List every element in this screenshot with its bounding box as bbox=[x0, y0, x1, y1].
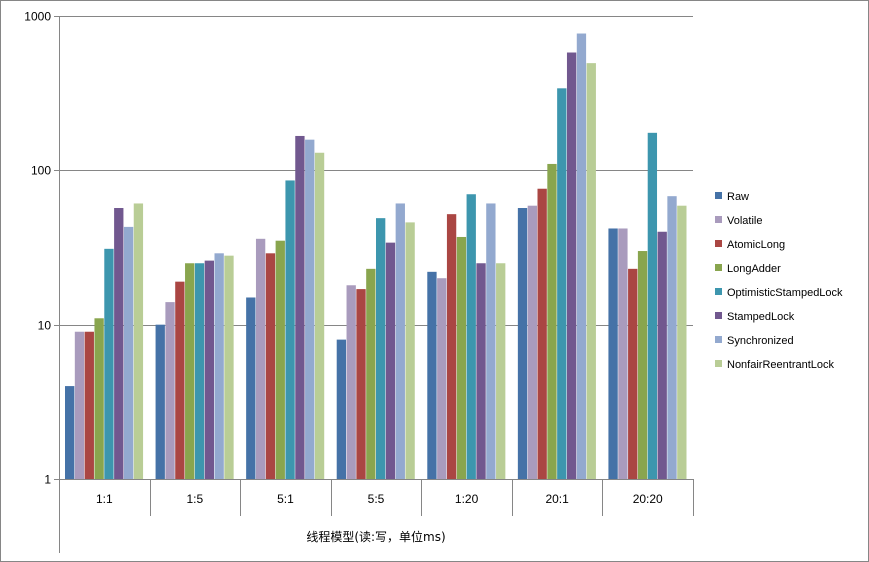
bar-stampedlock-5-5 bbox=[385, 242, 396, 479]
axes: 1 10 100 1000 1:1 1:5 5:1 5:5 1:20 20:1 20:20 bbox=[24, 10, 694, 553]
x-tick-label: 1:20 bbox=[455, 492, 479, 506]
bar-volatile-5-1 bbox=[255, 238, 266, 479]
bar-synchronized-1-20 bbox=[486, 203, 496, 479]
bar-longadder-1-20 bbox=[456, 236, 467, 479]
bar-stampedlock-1-5 bbox=[204, 260, 214, 479]
bar-volatile-1-1 bbox=[74, 331, 85, 479]
bar-volatile-1-20 bbox=[437, 278, 447, 479]
y-tick-label: 100 bbox=[31, 164, 51, 178]
y-tick-label: 1000 bbox=[24, 10, 51, 24]
bar-nonfairreentrantlock-1-5 bbox=[224, 255, 234, 479]
bar-optimisticstampedlock-1-5 bbox=[194, 263, 205, 479]
bar-synchronized-5-5 bbox=[395, 203, 405, 479]
legend-label: AtomicLong bbox=[727, 239, 785, 251]
bar-stampedlock-20-1 bbox=[566, 52, 577, 479]
bar-nonfairreentrantlock-1-20 bbox=[496, 263, 506, 479]
legend-label: LongAdder bbox=[727, 263, 781, 275]
bar-nonfairreentrantlock-20-1 bbox=[586, 63, 596, 479]
bar-optimisticstampedlock-5-5 bbox=[376, 218, 386, 479]
bar-nonfairreentrantlock-20-20 bbox=[677, 205, 687, 479]
legend-swatch bbox=[715, 288, 722, 295]
legend-label: Volatile bbox=[727, 215, 762, 227]
x-tick-label: 20:20 bbox=[633, 492, 663, 506]
bar-stampedlock-1-20 bbox=[476, 263, 486, 479]
bar-optimisticstampedlock-5-1 bbox=[285, 180, 295, 479]
bar-synchronized-1-1 bbox=[123, 226, 134, 479]
bar-stampedlock-20-20 bbox=[657, 231, 667, 479]
y-tick-label: 10 bbox=[38, 319, 52, 333]
bar-optimisticstampedlock-20-1 bbox=[557, 88, 567, 479]
bar-raw-5-1 bbox=[246, 297, 256, 479]
legend-swatch bbox=[715, 360, 722, 367]
bar-synchronized-1-5 bbox=[214, 253, 224, 479]
bar-stampedlock-5-1 bbox=[295, 135, 305, 479]
legend-label: StampedLock bbox=[727, 311, 795, 323]
bar-synchronized-5-1 bbox=[305, 139, 315, 480]
x-axis-title: 线程模型(读:写，单位ms) bbox=[306, 529, 445, 544]
x-tick-label: 5:1 bbox=[277, 492, 294, 506]
x-tick-label: 1:1 bbox=[96, 492, 113, 506]
x-tick-label: 5:5 bbox=[368, 492, 385, 506]
bar-volatile-20-20 bbox=[618, 228, 628, 479]
bar-raw-1-20 bbox=[427, 271, 437, 479]
bar-atomiclong-1-1 bbox=[84, 331, 94, 479]
bar-raw-5-5 bbox=[336, 339, 347, 479]
bar-nonfairreentrantlock-1-1 bbox=[133, 203, 144, 479]
legend-label: Raw bbox=[727, 191, 749, 203]
bar-atomiclong-5-1 bbox=[265, 253, 276, 479]
x-tick-label: 20:1 bbox=[545, 492, 569, 506]
legend-label: OptimisticStampedLock bbox=[727, 287, 843, 299]
bar-volatile-1-5 bbox=[165, 302, 175, 479]
bar-longadder-20-20 bbox=[637, 251, 648, 479]
bar-longadder-20-1 bbox=[547, 163, 557, 479]
legend-swatch bbox=[715, 264, 722, 271]
bar-nonfairreentrantlock-5-1 bbox=[314, 152, 325, 479]
bar-raw-20-20 bbox=[608, 228, 618, 479]
legend-label: NonfairReentrantLock bbox=[727, 359, 835, 371]
bar-atomiclong-1-5 bbox=[175, 281, 185, 479]
legend-swatch bbox=[715, 240, 722, 247]
bar-nonfairreentrantlock-5-5 bbox=[405, 222, 415, 479]
legend: Raw Volatile AtomicLong LongAdder Optimistic… bbox=[715, 191, 843, 371]
legend-swatch bbox=[715, 336, 722, 343]
bar-atomiclong-5-5 bbox=[356, 289, 366, 479]
y-tick-label: 1 bbox=[44, 473, 51, 487]
bar-longadder-5-5 bbox=[366, 268, 376, 479]
bar-raw-1-5 bbox=[155, 324, 165, 479]
bar-longadder-1-1 bbox=[94, 318, 104, 479]
x-tick-label: 1:5 bbox=[187, 492, 204, 506]
bar-atomiclong-20-1 bbox=[537, 188, 547, 480]
bar-optimisticstampedlock-20-20 bbox=[647, 132, 658, 479]
bar-longadder-1-5 bbox=[185, 263, 195, 479]
legend-swatch bbox=[715, 192, 722, 199]
legend-label: Synchronized bbox=[727, 335, 794, 347]
bar-raw-20-1 bbox=[517, 208, 528, 479]
bar-raw-1-1 bbox=[65, 386, 75, 479]
bar-synchronized-20-1 bbox=[576, 33, 587, 480]
legend-swatch bbox=[715, 216, 722, 223]
bar-longadder-5-1 bbox=[275, 240, 285, 479]
legend-swatch bbox=[715, 312, 722, 319]
bars bbox=[65, 33, 687, 480]
bar-atomiclong-20-20 bbox=[628, 268, 638, 479]
bar-volatile-5-5 bbox=[346, 285, 356, 479]
bar-optimisticstampedlock-1-20 bbox=[466, 194, 476, 480]
bar-atomiclong-1-20 bbox=[446, 214, 457, 479]
bar-optimisticstampedlock-1-1 bbox=[104, 248, 114, 479]
bar-stampedlock-1-1 bbox=[114, 208, 124, 479]
bar-synchronized-20-20 bbox=[667, 196, 677, 479]
bar-volatile-20-1 bbox=[527, 205, 537, 479]
